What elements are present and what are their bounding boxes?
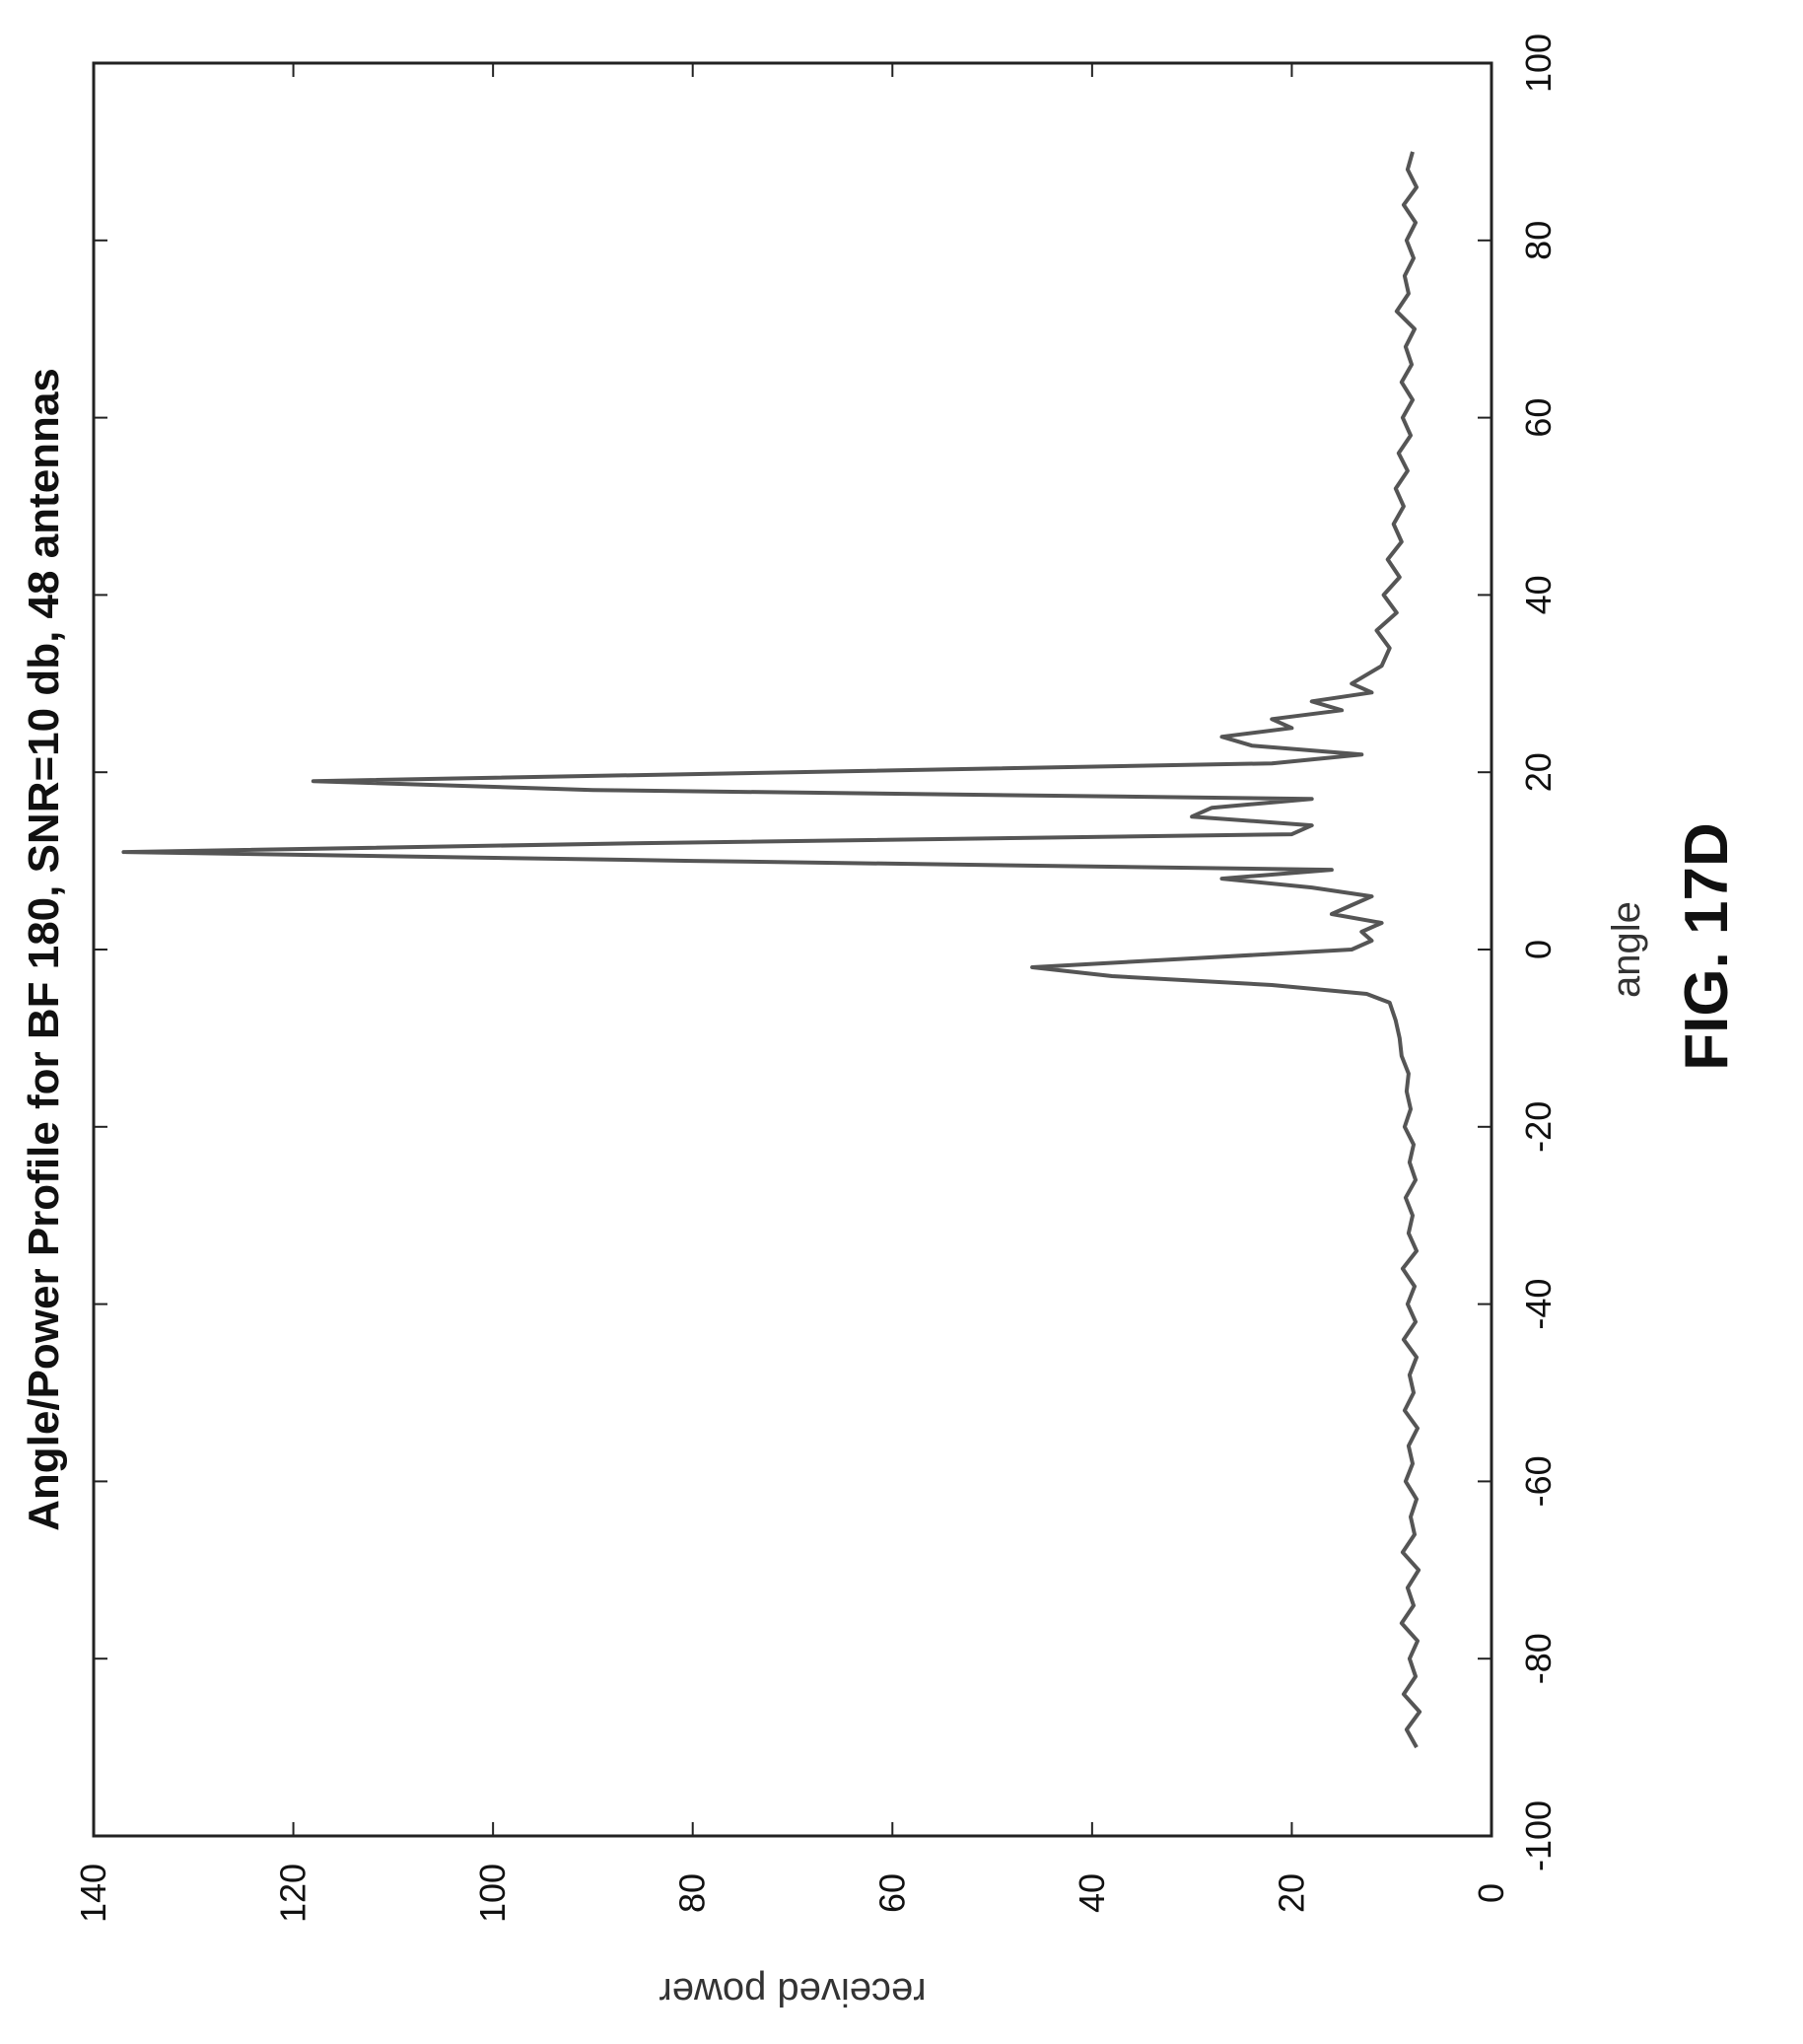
y-tick-label: 80: [672, 1873, 713, 1913]
figure-label: FIG. 17D: [1673, 822, 1741, 1071]
series-line: [121, 151, 1422, 1749]
y-axis-label: received power: [659, 1970, 926, 2013]
x-tick-label: -100: [1518, 1800, 1559, 1871]
x-tick-label: 100: [1518, 34, 1559, 93]
y-tick-label: 20: [1271, 1873, 1311, 1913]
chart-title: Angle/Power Profile for BF 180, SNR=10 d…: [20, 368, 68, 1531]
y-tick-label: 0: [1471, 1883, 1511, 1903]
y-tick-label: 140: [73, 1864, 113, 1923]
x-tick-label: -20: [1518, 1101, 1559, 1153]
x-tick-label: -40: [1518, 1279, 1559, 1330]
x-tick-label: 40: [1518, 575, 1559, 614]
x-tick-label: 0: [1518, 940, 1559, 959]
y-tick-label: 100: [472, 1864, 513, 1923]
x-tick-label: -80: [1518, 1633, 1559, 1684]
y-tick-label: 60: [871, 1873, 912, 1913]
x-tick-label: -60: [1518, 1455, 1559, 1507]
y-tick-label: 120: [273, 1864, 313, 1923]
y-tick-label: 40: [1072, 1873, 1112, 1913]
x-tick-label: 80: [1518, 221, 1559, 260]
x-tick-label: 60: [1518, 398, 1559, 438]
x-tick-label: 20: [1518, 752, 1559, 792]
x-axis-label: angle: [1605, 901, 1648, 998]
plot-area: -100 -80 -60 -40 -20 0 20 40 60 80 100 0 20 40 60 80 100…: [20, 34, 1648, 2013]
